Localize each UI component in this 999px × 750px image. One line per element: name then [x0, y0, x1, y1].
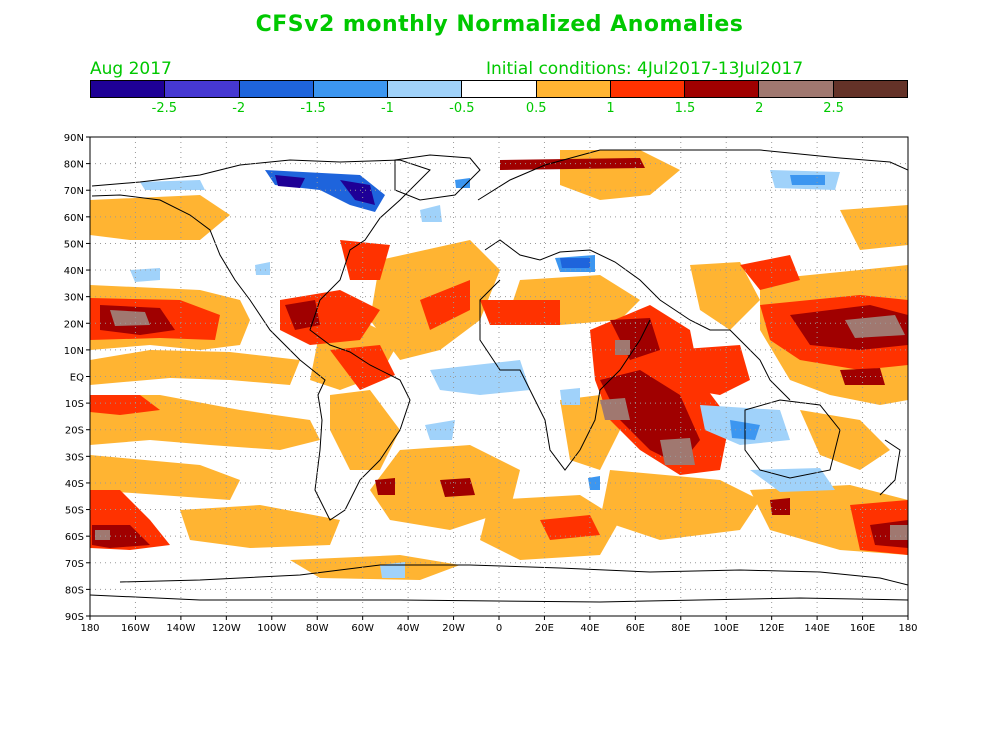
lon-label: 20W — [442, 623, 465, 634]
lat-label: 60S — [65, 532, 84, 543]
colorbar — [90, 80, 908, 98]
lon-label: 140W — [166, 623, 195, 634]
lat-label: EQ — [70, 373, 84, 384]
lon-label: 160W — [121, 623, 150, 634]
colorbar-segment — [91, 81, 166, 97]
lat-label: 70S — [65, 559, 84, 570]
lon-label: 180 — [898, 623, 917, 634]
lon-label: 0 — [496, 623, 502, 634]
lat-label: 40S — [65, 479, 84, 490]
lat-label: 20N — [64, 319, 84, 330]
lon-label: 120E — [759, 623, 784, 634]
lon-label: 120W — [212, 623, 241, 634]
colorbar-label: -2 — [232, 101, 246, 116]
lat-label: 50N — [64, 239, 84, 250]
lat-label: 20S — [65, 426, 84, 437]
lon-label: 140E — [804, 623, 829, 634]
lat-label: 30N — [64, 293, 84, 304]
forecast-month: Aug 2017 — [90, 59, 172, 79]
lon-label: 80E — [671, 623, 690, 634]
lat-label: 80S — [65, 585, 84, 596]
anomaly-brown-areas — [95, 310, 908, 540]
lon-label: 60W — [351, 623, 374, 634]
colorbar-label: -0.5 — [449, 101, 475, 116]
lat-label: 90S — [65, 612, 84, 623]
colorbar-label: 0.5 — [525, 101, 547, 116]
colorbar-label: -1 — [380, 101, 394, 116]
lon-label: 100W — [257, 623, 286, 634]
colorbar-segment — [239, 81, 314, 97]
lat-label: 50S — [65, 506, 84, 517]
lon-label: 100E — [714, 623, 739, 634]
colorbar-segment — [313, 81, 389, 97]
colorbar-segment — [833, 81, 907, 97]
lon-label: 20E — [535, 623, 554, 634]
lon-label: 180 — [80, 623, 99, 634]
latitude-labels: 90N 80N 70N 60N 50N 40N 30N 20N 10N EQ 10S 20S 30S 40… — [64, 133, 90, 623]
colorbar-label: -1.5 — [300, 101, 326, 116]
colorbar-segment — [536, 81, 611, 97]
colorbar-label: 2.5 — [823, 101, 844, 116]
lon-label: 40W — [397, 623, 420, 634]
colorbar-label: -2.5 — [151, 101, 178, 116]
lon-label: 160E — [850, 623, 875, 634]
colorbar-segment — [388, 81, 463, 97]
lon-label: 40E — [580, 623, 599, 634]
lat-label: 70N — [64, 186, 84, 197]
lat-label: 30S — [65, 452, 84, 463]
colorbar-label: 1 — [606, 101, 615, 116]
lon-label: 60E — [626, 623, 645, 634]
colorbar-label: 1.5 — [674, 101, 696, 116]
longitude-labels: 180 160W 140W 120W 100W 80W 60W 40W 20W 0 20E 40E 60… — [80, 616, 918, 634]
lon-label: 80W — [306, 623, 329, 634]
colorbar-segment — [462, 81, 537, 97]
lat-label: 40N — [64, 266, 84, 277]
initial-conditions: Initial conditions: 4Jul2017-13Jul2017 — [486, 59, 804, 79]
lat-label: 10S — [65, 399, 84, 410]
colorbar-label: 2 — [755, 101, 764, 116]
anomaly-shading — [90, 150, 908, 580]
anomaly-purple-areas — [275, 175, 375, 205]
lat-label: 90N — [64, 133, 84, 144]
colorbar-segment — [165, 81, 240, 97]
colorbar-segment — [759, 81, 834, 97]
colorbar-segment — [685, 81, 760, 97]
colorbar-segment — [610, 81, 686, 97]
lat-label: 10N — [64, 346, 84, 357]
lat-label: 60N — [64, 213, 84, 224]
map-title: CFSv2 monthly Normalized Anomalies — [255, 12, 744, 37]
lat-label: 80N — [64, 160, 84, 171]
